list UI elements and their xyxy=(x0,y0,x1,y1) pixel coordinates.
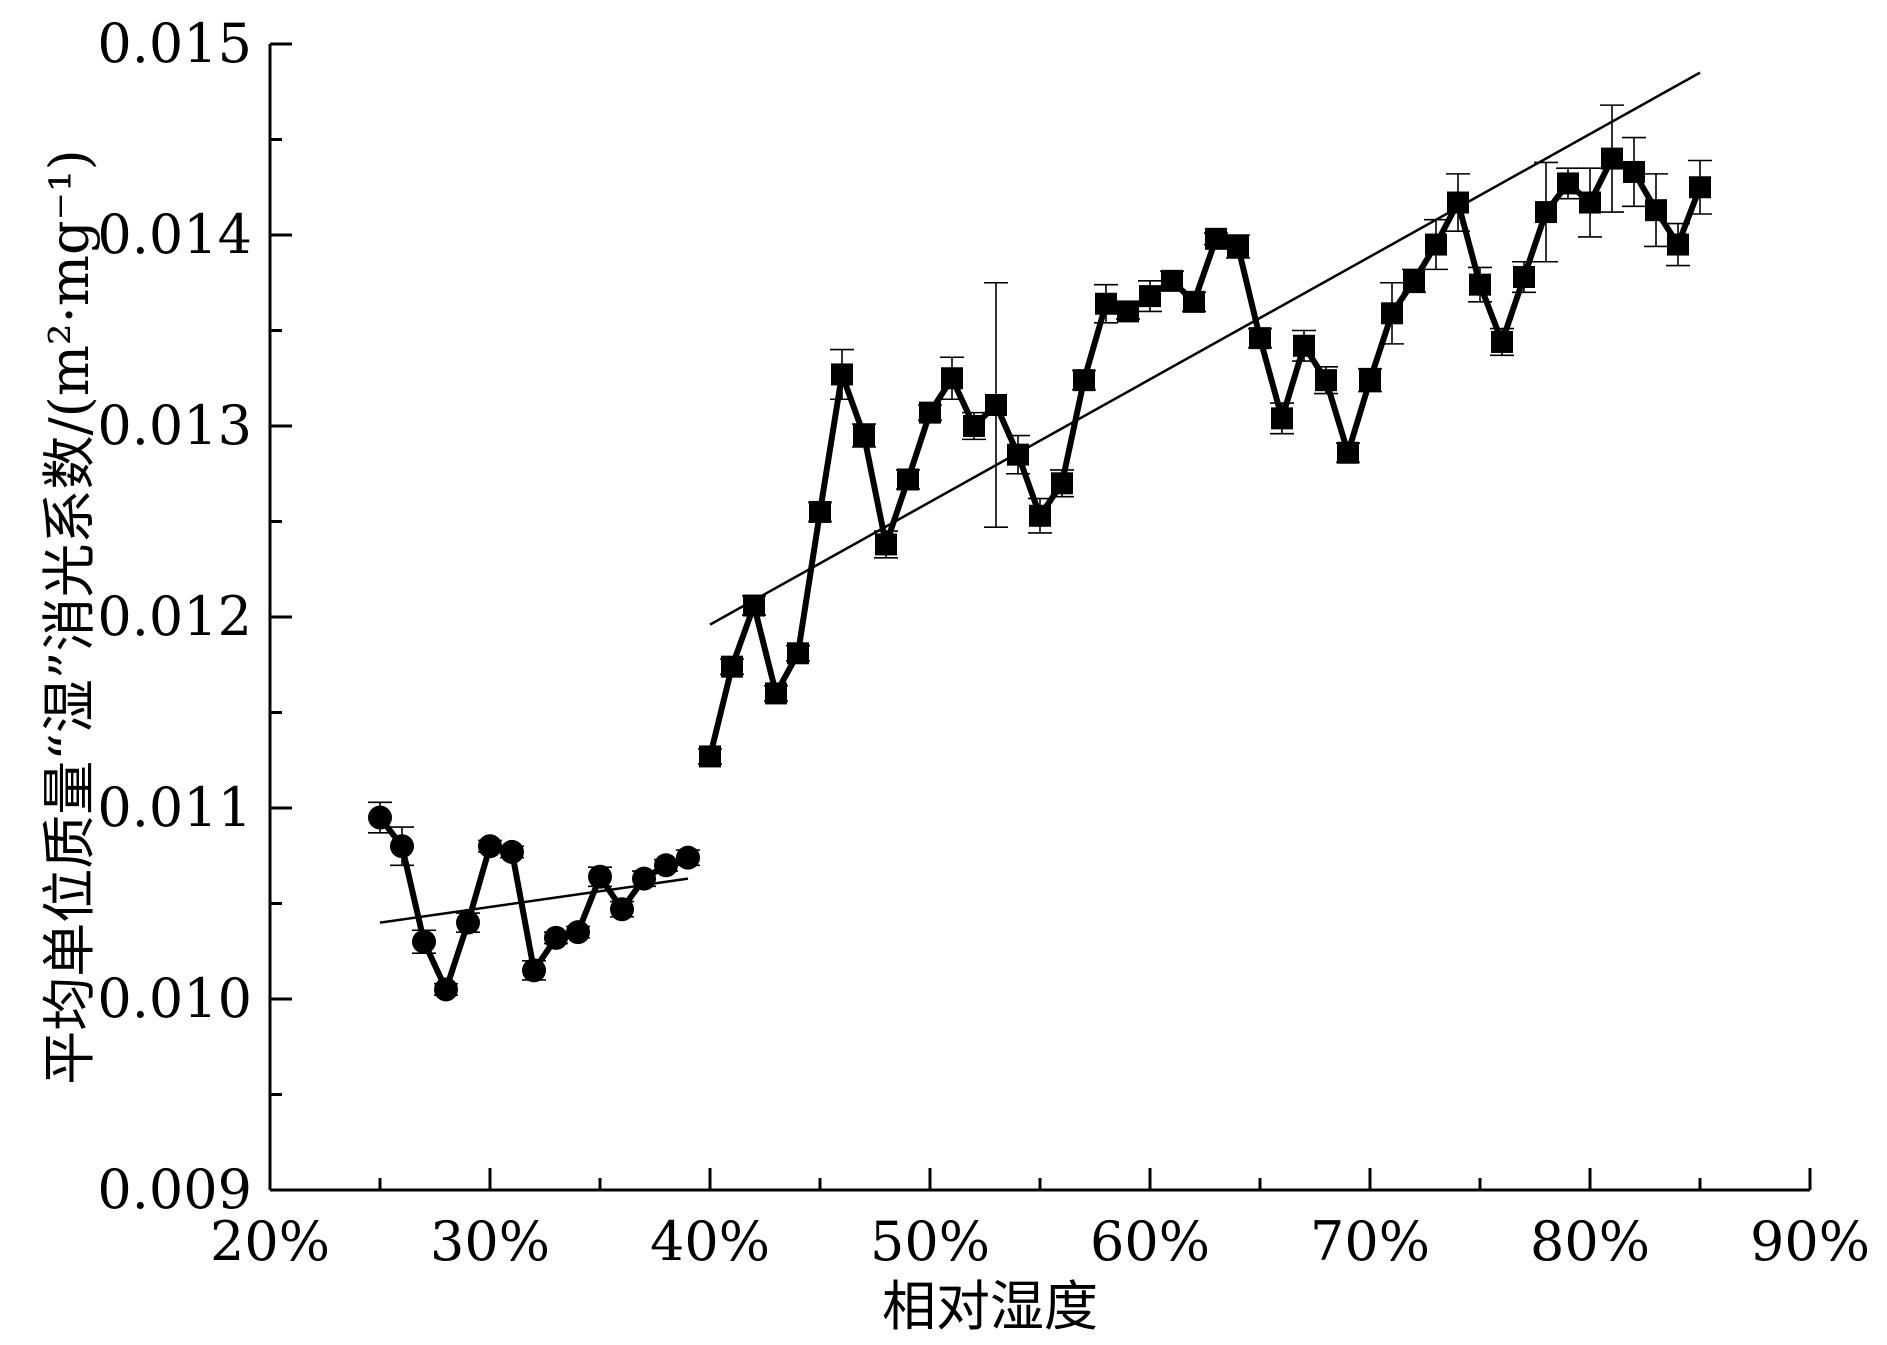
data-point xyxy=(1007,443,1029,466)
y-tick-label: 0.011 xyxy=(97,776,252,839)
data-point xyxy=(1513,266,1535,289)
y-axis-title-main: 平均单位质量“湿”消光系数 xyxy=(38,436,101,1085)
data-point xyxy=(721,655,743,678)
y-ticks: 0.009 0.010 0.011 0.012 0.013 0.014 0.015 xyxy=(97,12,292,1221)
data-point xyxy=(478,834,502,859)
y-tick-label: 0.014 xyxy=(97,203,252,266)
data-point xyxy=(610,897,634,922)
fit-line-2 xyxy=(709,71,1701,626)
x-tick-label: 80% xyxy=(1530,1210,1650,1273)
x-tick-label: 70% xyxy=(1310,1210,1430,1273)
x-ticks: 20% 30% 40% 50% 60% 70% 80% 90% xyxy=(210,1168,1870,1273)
data-point xyxy=(632,866,656,891)
data-point xyxy=(1623,160,1645,183)
data-point xyxy=(412,929,436,954)
data-point xyxy=(1073,369,1095,392)
data-point xyxy=(787,642,809,665)
data-point xyxy=(566,920,590,945)
data-point xyxy=(963,415,985,437)
data-point xyxy=(654,853,678,878)
data-point xyxy=(875,533,897,556)
y-tick-label: 0.013 xyxy=(97,394,252,457)
data-point xyxy=(434,977,458,1002)
data-point xyxy=(941,367,963,390)
data-point xyxy=(853,424,875,447)
error-bars xyxy=(368,104,1712,996)
data-point xyxy=(1205,227,1227,250)
x-tick-label: 30% xyxy=(430,1210,550,1273)
data-point xyxy=(1557,172,1579,195)
data-point xyxy=(500,839,524,864)
data-point xyxy=(1051,472,1073,495)
data-point xyxy=(897,468,919,491)
data-point xyxy=(1469,273,1491,296)
data-point xyxy=(1447,191,1469,214)
data-point xyxy=(1227,235,1249,258)
x-tick-label: 40% xyxy=(650,1210,770,1273)
data-point xyxy=(1095,292,1117,315)
data-point xyxy=(1689,176,1711,199)
data-point xyxy=(544,925,568,950)
data-point xyxy=(919,401,941,424)
data-point xyxy=(1491,330,1513,353)
data-point xyxy=(1645,199,1667,222)
data-point xyxy=(390,834,414,859)
series-lines xyxy=(377,155,1703,993)
data-point xyxy=(1403,269,1425,292)
data-point xyxy=(368,805,392,830)
plot-area: 20% 30% 40% 50% 60% 70% 80% 90% 0.009 0.010 0.011… xyxy=(97,12,1870,1273)
data-point xyxy=(456,910,480,935)
data-point xyxy=(765,682,787,705)
data-point xyxy=(676,845,700,870)
series-line-2 xyxy=(707,155,1703,758)
data-point xyxy=(1425,233,1447,256)
data-point xyxy=(588,864,612,889)
data-point xyxy=(1667,233,1689,256)
data-point xyxy=(1139,285,1161,308)
data-point xyxy=(699,745,721,768)
y-axis-title-unit: /(m²·mg⁻¹) xyxy=(38,149,101,435)
y-tick-label: 0.015 xyxy=(97,12,252,75)
data-point xyxy=(1117,300,1139,323)
data-point xyxy=(1535,201,1557,224)
data-point xyxy=(1029,504,1051,527)
data-point xyxy=(985,393,1007,416)
data-point xyxy=(522,958,546,983)
x-axis-title: 相对湿度 xyxy=(882,1275,1098,1338)
data-point xyxy=(1601,147,1623,170)
data-point xyxy=(809,500,831,523)
fit-lines xyxy=(379,71,1701,924)
y-tick-label: 0.010 xyxy=(97,967,252,1030)
data-point xyxy=(1315,369,1337,392)
data-point xyxy=(1337,441,1359,464)
data-point xyxy=(1359,369,1381,392)
data-point xyxy=(831,363,853,386)
y-tick-label: 0.012 xyxy=(97,585,252,648)
data-point xyxy=(1249,327,1271,350)
data-point xyxy=(1183,290,1205,313)
data-point xyxy=(1293,334,1315,357)
y-tick-label: 0.009 xyxy=(97,1158,252,1221)
x-tick-label: 60% xyxy=(1090,1210,1210,1273)
x-tick-label: 50% xyxy=(870,1210,990,1273)
data-point xyxy=(1381,302,1403,325)
data-point xyxy=(743,594,765,617)
x-tick-label: 90% xyxy=(1750,1210,1870,1273)
y-axis-title: 平均单位质量“湿”消光系数/(m²·mg⁻¹) xyxy=(38,149,101,1085)
markers xyxy=(368,147,1711,1002)
data-point xyxy=(1271,407,1293,430)
x-tick-label: 20% xyxy=(210,1210,330,1273)
data-point xyxy=(1579,191,1601,214)
data-point xyxy=(1161,269,1183,292)
